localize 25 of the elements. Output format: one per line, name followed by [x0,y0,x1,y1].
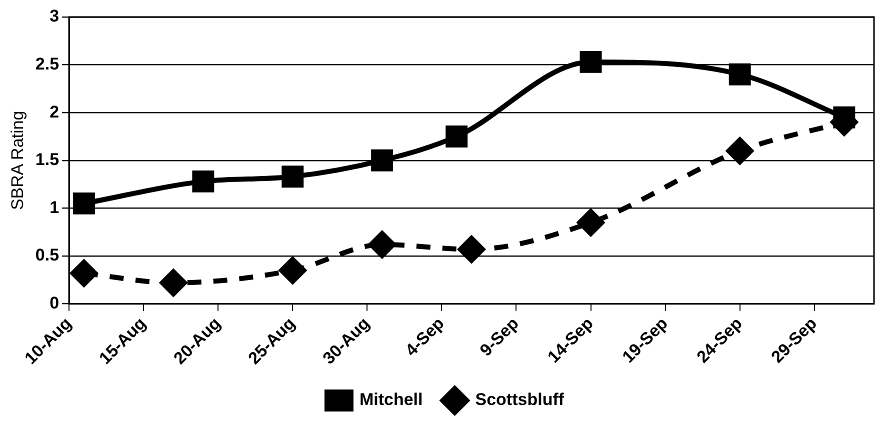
y-tick-label: 2.5 [35,54,60,74]
y-axis-title: SBRA Rating [8,110,27,210]
y-tick-label: 1.5 [35,150,60,170]
y-tick-label: 0 [50,294,60,313]
point [192,170,214,192]
point [458,236,486,263]
point [368,231,396,258]
point [728,63,751,86]
point [446,126,468,148]
legend-label: Scottsbluff [475,390,564,410]
point [282,166,304,188]
point [726,137,754,164]
point [72,192,95,214]
y-tick-label: 2 [50,102,60,122]
point [70,260,98,287]
point [160,269,187,296]
point [279,256,306,284]
y-tick-label: 3 [50,6,60,26]
y-tick-label: 0.5 [35,246,60,265]
point [577,209,604,236]
legend-label: Mitchell [359,390,423,410]
point [833,106,856,128]
point [580,50,602,73]
y-tick-label: 1 [50,198,60,217]
point [371,149,394,172]
